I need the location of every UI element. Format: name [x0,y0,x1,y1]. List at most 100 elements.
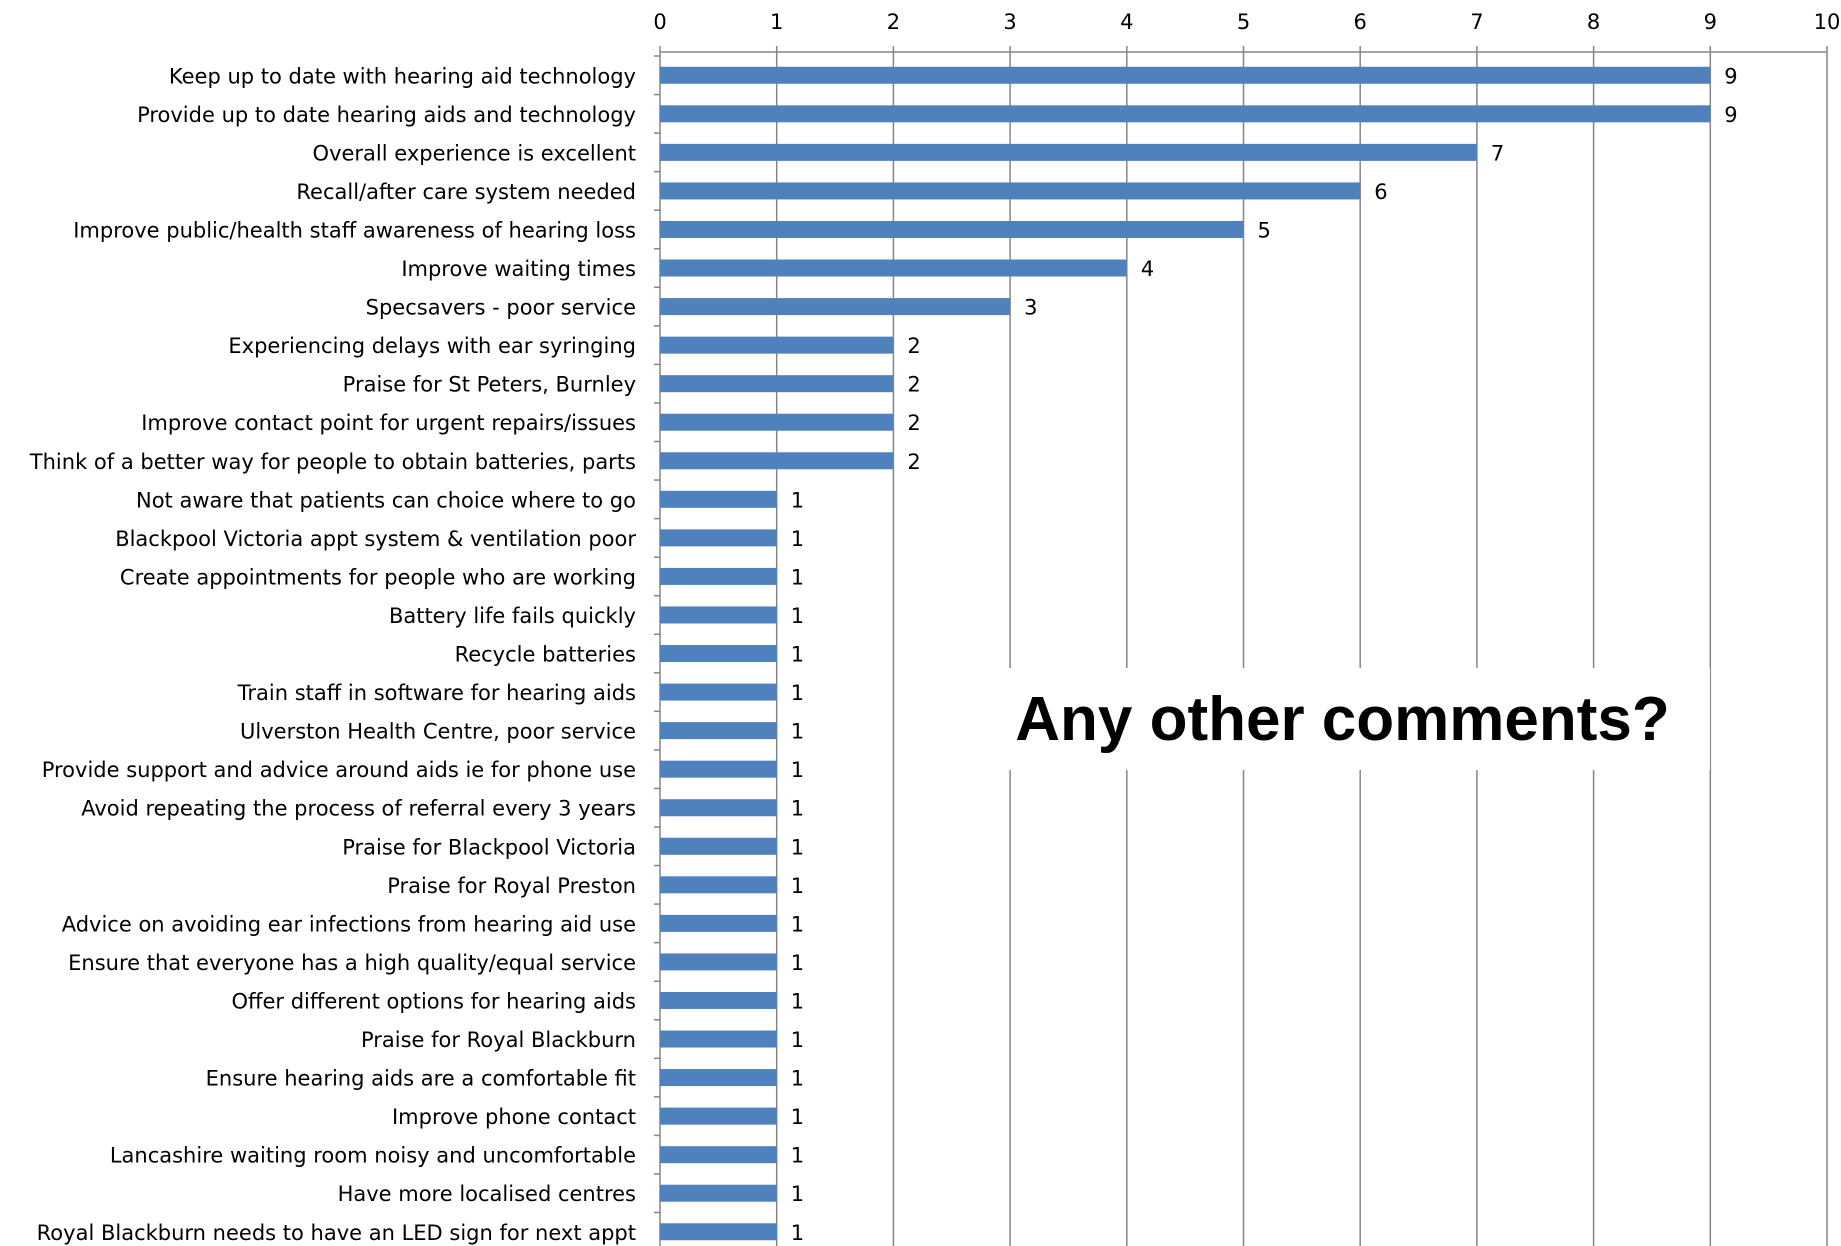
category-label: Recycle batteries [455,643,636,667]
data-labels: 9 9 7 6 5 4 3 2 2 2 2 1 1 1 1 1 1 1 1 1 1 1 1 1 1 1 1 1 1 1 1 [791,64,1738,1245]
data-label: 1 [791,874,804,898]
bar [660,105,1711,123]
bar [660,298,1011,316]
data-label: 1 [791,681,804,705]
bar [660,220,1244,238]
category-label: Improve contact point for urgent repairs… [141,411,636,435]
category-label: Praise for Royal Blackburn [361,1028,636,1052]
category-labels: Keep up to date with hearing aid technol… [29,64,637,1245]
bar [660,1030,777,1048]
data-label: 1 [791,488,804,512]
category-label: Ensure that everyone has a high quality/… [68,951,636,975]
data-label: 1 [791,1028,804,1052]
bar [660,413,894,431]
category-label: Praise for Blackpool Victoria [342,835,636,859]
x-tick-label: 10 [1814,10,1841,34]
data-label: 1 [791,565,804,589]
bar [660,143,1477,161]
category-label: Avoid repeating the process of referral … [81,797,636,821]
data-label: 2 [907,450,920,474]
category-label: Advice on avoiding ear infections from h… [62,912,636,936]
x-tick-label: 1 [770,10,783,34]
category-label: Improve waiting times [401,257,636,281]
x-axis-tick-labels: 0 1 2 3 4 5 6 7 8 9 10 [653,10,1840,34]
bar [660,1184,777,1202]
bar [660,336,894,354]
bar [660,876,777,894]
bar [660,66,1711,84]
category-label: Improve phone contact [392,1105,636,1129]
category-label: Not aware that patients can choice where… [136,488,636,512]
category-label: Ensure hearing aids are a comfortable fi… [206,1067,636,1091]
x-tick-label: 8 [1587,10,1600,34]
category-label: Provide up to date hearing aids and tech… [137,103,636,127]
bar [660,452,894,470]
data-label: 5 [1258,218,1271,242]
category-label: Battery life fails quickly [389,604,636,628]
bar [660,182,1361,200]
category-label: Have more localised centres [338,1182,636,1206]
category-label: Experiencing delays with ear syringing [228,334,636,358]
data-label: 3 [1024,296,1037,320]
bars [660,66,1711,1241]
data-label: 1 [791,835,804,859]
data-label: 2 [907,373,920,397]
bar [660,837,777,855]
bar [660,953,777,971]
data-label: 1 [791,604,804,628]
data-label: 9 [1724,103,1737,127]
category-label: Lancashire waiting room noisy and uncomf… [110,1144,636,1168]
data-label: 6 [1374,180,1387,204]
bar [660,722,777,740]
x-tick-label: 6 [1354,10,1367,34]
category-label: Keep up to date with hearing aid technol… [169,64,636,88]
gridlines [654,46,1828,1246]
data-label: 4 [1141,257,1154,281]
x-tick-label: 2 [887,10,900,34]
data-label: 9 [1724,64,1737,88]
bar [660,529,777,547]
bar [660,1069,777,1087]
data-label: 1 [791,1221,804,1245]
data-label: 1 [791,1067,804,1091]
bar [660,1107,777,1125]
data-label: 7 [1491,141,1504,165]
data-label: 1 [791,989,804,1013]
category-label: Royal Blackburn needs to have an LED sig… [37,1221,636,1245]
data-label: 1 [791,912,804,936]
data-label: 1 [791,643,804,667]
category-label: Provide support and advice around aids i… [42,758,636,782]
category-label: Recall/after care system needed [296,180,636,204]
category-label: Improve public/health staff awareness of… [73,218,636,242]
bar [660,1146,777,1164]
bar [660,490,777,508]
category-label: Train staff in software for hearing aids [237,681,636,705]
data-label: 1 [791,720,804,744]
bar [660,375,894,393]
bar [660,760,777,778]
category-label: Specsavers - poor service [366,296,636,320]
x-tick-label: 0 [653,10,666,34]
category-label: Offer different options for hearing aids [231,989,636,1013]
bar [660,914,777,932]
bar [660,567,777,585]
data-label: 1 [791,951,804,975]
x-tick-label: 3 [1003,10,1016,34]
category-label: Praise for Royal Preston [387,874,636,898]
bar [660,259,1127,277]
data-label: 1 [791,1182,804,1206]
bar [660,683,777,701]
bar [660,799,777,817]
category-label: Ulverston Health Centre, poor service [240,720,636,744]
bar [660,645,777,663]
x-tick-label: 7 [1470,10,1483,34]
category-label: Create appointments for people who are w… [120,565,636,589]
data-label: 1 [791,1105,804,1129]
x-tick-label: 5 [1237,10,1250,34]
bar [660,606,777,624]
category-label: Blackpool Victoria appt system & ventila… [115,527,636,551]
data-label: 1 [791,758,804,782]
category-label: Think of a better way for people to obta… [29,450,636,474]
data-label: 2 [907,334,920,358]
